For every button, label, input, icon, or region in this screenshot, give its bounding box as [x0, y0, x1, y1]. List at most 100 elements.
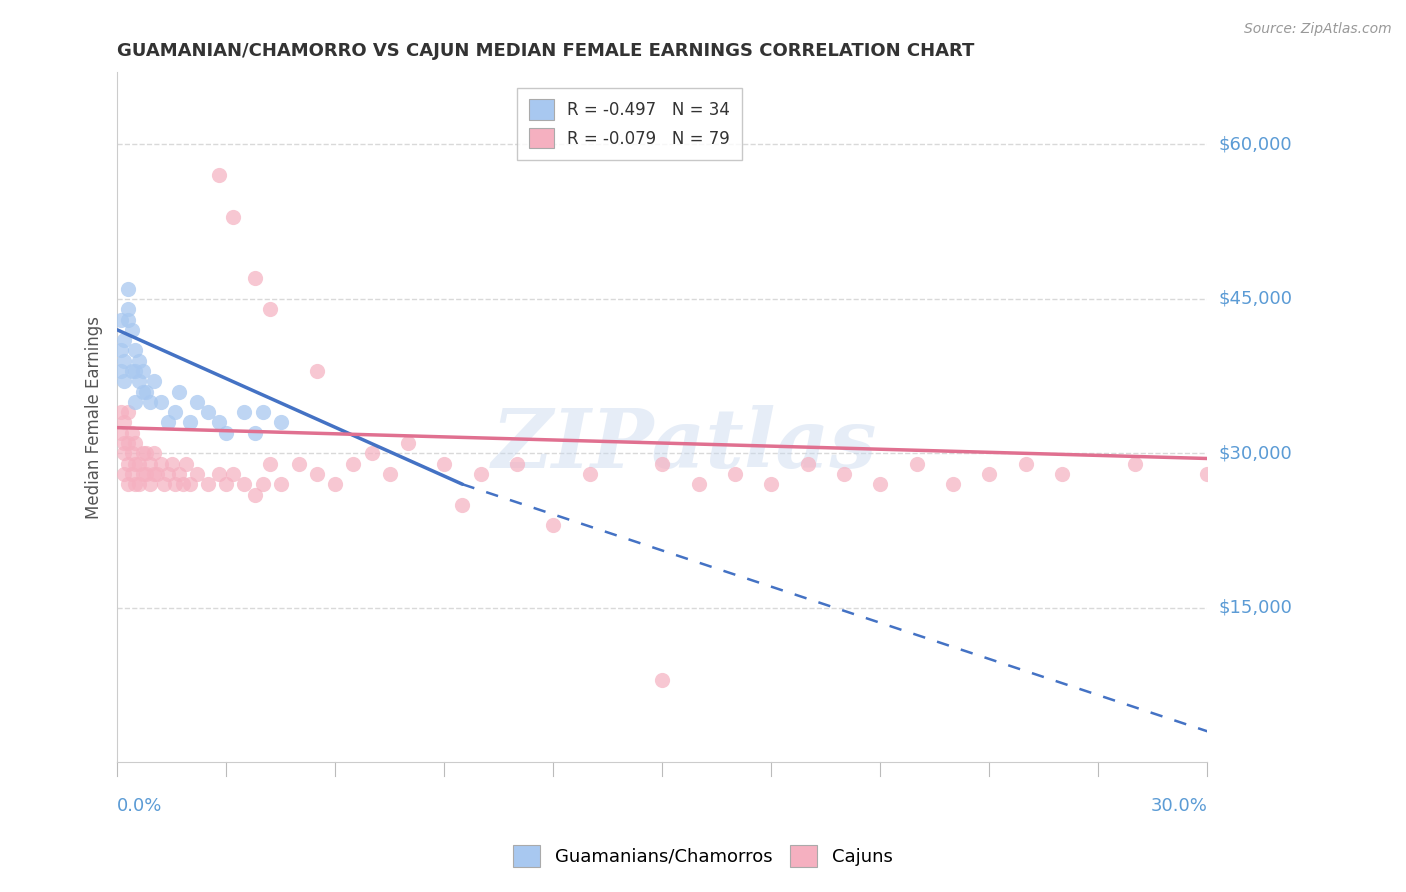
Point — [688, 477, 710, 491]
Point — [208, 169, 231, 183]
Point — [117, 282, 139, 296]
Point — [1050, 467, 1073, 481]
Point — [135, 384, 157, 399]
Point — [172, 477, 194, 491]
Point — [323, 477, 346, 491]
Point — [114, 353, 136, 368]
Point — [142, 446, 165, 460]
Point — [252, 405, 274, 419]
Point — [117, 436, 139, 450]
Point — [307, 364, 329, 378]
Point — [128, 353, 150, 368]
Point — [259, 302, 281, 317]
Point — [942, 477, 965, 491]
Point — [796, 457, 818, 471]
Text: $60,000: $60,000 — [1219, 136, 1292, 153]
Point — [117, 405, 139, 419]
Point — [160, 457, 183, 471]
Point — [121, 425, 143, 440]
Point — [157, 467, 180, 481]
Point — [114, 467, 136, 481]
Point — [245, 271, 267, 285]
Point — [124, 457, 146, 471]
Point — [215, 425, 238, 440]
Point — [131, 384, 153, 399]
Point — [197, 477, 219, 491]
Point — [179, 477, 201, 491]
Point — [114, 416, 136, 430]
Point — [506, 457, 529, 471]
Text: GUAMANIAN/CHAMORRO VS CAJUN MEDIAN FEMALE EARNINGS CORRELATION CHART: GUAMANIAN/CHAMORRO VS CAJUN MEDIAN FEMAL… — [117, 42, 974, 60]
Point — [135, 467, 157, 481]
Point — [378, 467, 401, 481]
Point — [208, 416, 231, 430]
Point — [186, 395, 208, 409]
Text: 30.0%: 30.0% — [1150, 797, 1208, 814]
Point — [360, 446, 382, 460]
Point — [110, 425, 132, 440]
Point — [149, 457, 172, 471]
Point — [832, 467, 855, 481]
Point — [1123, 457, 1146, 471]
Point — [222, 210, 245, 224]
Point — [142, 467, 165, 481]
Point — [110, 312, 132, 326]
Point — [233, 477, 256, 491]
Point — [124, 364, 146, 378]
Point — [157, 416, 180, 430]
Point — [1197, 467, 1219, 481]
Point — [167, 384, 190, 399]
Point — [142, 374, 165, 388]
Text: 0.0%: 0.0% — [117, 797, 163, 814]
Point — [215, 477, 238, 491]
Point — [270, 477, 292, 491]
Text: $15,000: $15,000 — [1219, 599, 1292, 616]
Point — [433, 457, 456, 471]
Point — [578, 467, 600, 481]
Point — [121, 364, 143, 378]
Point — [222, 467, 245, 481]
Point — [451, 498, 474, 512]
Point — [131, 467, 153, 481]
Text: ZIPatlas: ZIPatlas — [491, 405, 877, 485]
Point — [114, 446, 136, 460]
Point — [139, 457, 162, 471]
Point — [124, 343, 146, 358]
Point — [186, 467, 208, 481]
Point — [131, 446, 153, 460]
Point — [905, 457, 928, 471]
Point — [165, 477, 187, 491]
Y-axis label: Median Female Earnings: Median Female Earnings — [86, 316, 103, 519]
Point — [121, 467, 143, 481]
Point — [1015, 457, 1038, 471]
Point — [117, 312, 139, 326]
Point — [110, 343, 132, 358]
Point — [128, 477, 150, 491]
Point — [165, 405, 187, 419]
Point — [174, 457, 197, 471]
Point — [128, 457, 150, 471]
Point — [259, 457, 281, 471]
Point — [979, 467, 1001, 481]
Point — [117, 457, 139, 471]
Point — [124, 477, 146, 491]
Text: Source: ZipAtlas.com: Source: ZipAtlas.com — [1244, 22, 1392, 37]
Point — [288, 457, 311, 471]
Point — [167, 467, 190, 481]
Point — [543, 518, 565, 533]
Point — [197, 405, 219, 419]
Point — [110, 405, 132, 419]
Point — [208, 467, 231, 481]
Point — [470, 467, 492, 481]
Point — [651, 673, 673, 687]
Point — [139, 395, 162, 409]
Point — [139, 477, 162, 491]
Point — [114, 374, 136, 388]
Point — [307, 467, 329, 481]
Point — [124, 395, 146, 409]
Point — [131, 364, 153, 378]
Point — [121, 323, 143, 337]
Point — [121, 446, 143, 460]
Point — [114, 333, 136, 347]
Point — [651, 457, 673, 471]
